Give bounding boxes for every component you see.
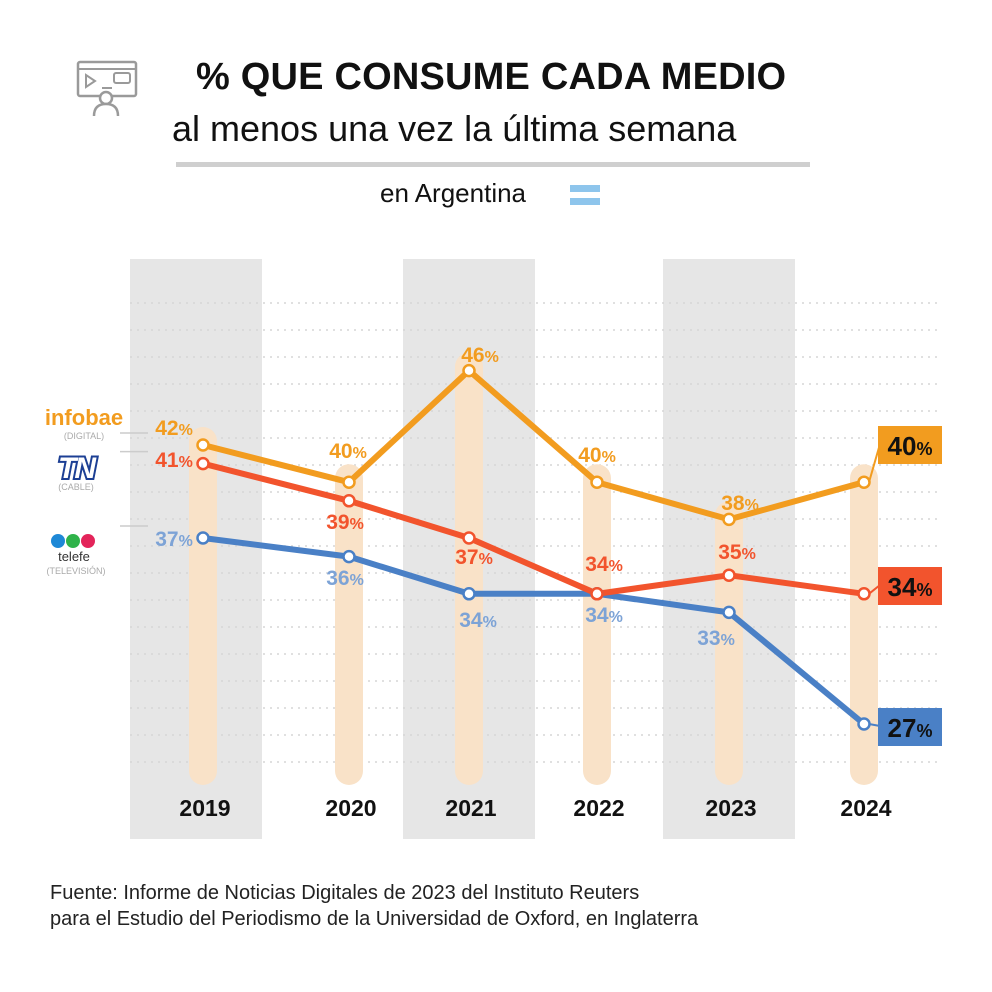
legend-telefe-sub: (TELEVISIÓN) — [46, 566, 105, 576]
value-label-infobae-2019: 42% — [155, 417, 193, 440]
value-label-telefe-2021: 34% — [459, 609, 497, 632]
point-tn-2022 — [590, 587, 604, 601]
legend-telefe-name: telefe — [58, 549, 90, 564]
value-label-infobae-2022: 40% — [578, 444, 616, 467]
telefe-logo-icon — [51, 534, 95, 548]
value-label-telefe-2022: 34% — [585, 604, 623, 627]
final-value-text-telefe: 27% — [888, 713, 933, 743]
legend-infobae-sub: (DIGITAL) — [64, 431, 104, 441]
point-telefe-2021 — [462, 587, 476, 601]
series-line-infobae — [202, 367, 865, 523]
point-tn-2024 — [857, 587, 871, 601]
point-infobae-2019 — [196, 438, 210, 452]
x-tick-2023: 2023 — [705, 795, 756, 821]
x-tick-2021: 2021 — [445, 795, 496, 821]
x-tick-2022: 2022 — [573, 795, 624, 821]
point-telefe-2020 — [342, 549, 356, 564]
pillar-2020 — [335, 464, 363, 785]
value-label-infobae-2023: 38% — [721, 492, 759, 515]
point-tn-2023 — [722, 568, 736, 582]
final-value-infobae: 40% — [868, 426, 942, 483]
point-infobae-2024 — [857, 475, 871, 489]
value-label-telefe-2023: 33% — [697, 627, 735, 650]
legend-tn-sub: (CABLE) — [58, 482, 94, 492]
tn-logo: TN — [50, 450, 102, 487]
pillar-2023 — [715, 501, 743, 785]
chart-subtitle: al menos una vez la última semana — [172, 108, 737, 149]
chart-title: % QUE CONSUME CADA MEDIO — [196, 56, 787, 98]
pillar-2024 — [850, 464, 878, 785]
point-tn-2021 — [462, 531, 476, 545]
value-label-tn-2021: 37% — [455, 546, 493, 569]
point-infobae-2023 — [722, 512, 736, 527]
series-line-tn — [202, 460, 865, 597]
value-label-tn-2023: 35% — [718, 541, 756, 564]
final-value-telefe: 27% — [868, 708, 942, 746]
point-telefe-2023 — [722, 605, 736, 620]
point-telefe-2019 — [196, 531, 210, 545]
value-label-telefe-2020: 36% — [326, 567, 364, 590]
legend-infobae-name: infobae — [45, 405, 123, 430]
point-tn-2020 — [342, 494, 356, 508]
source-note: Fuente: Informe de Noticias Digitales de… — [50, 880, 698, 932]
title-divider — [176, 162, 810, 167]
x-tick-2019: 2019 — [179, 795, 230, 821]
series-line-telefe — [202, 535, 866, 727]
value-label-infobae-2020: 40% — [329, 440, 367, 463]
point-infobae-2022 — [590, 475, 604, 489]
pillar-2021 — [455, 352, 483, 785]
point-infobae-2021 — [462, 363, 476, 378]
value-label-infobae-2021: 46% — [461, 344, 499, 367]
x-tick-2020: 2020 — [325, 795, 376, 821]
point-telefe-2024 — [857, 717, 871, 731]
region-label: en Argentina — [380, 178, 527, 208]
source-line-1: Fuente: Informe de Noticias Digitales de… — [50, 882, 640, 904]
value-label-tn-2020: 39% — [326, 511, 364, 534]
value-label-tn-2019: 41% — [155, 449, 193, 472]
point-infobae-2020 — [342, 475, 356, 489]
pillar-2019 — [189, 427, 217, 785]
point-tn-2019 — [196, 456, 210, 471]
media-consumer-icon — [76, 60, 138, 118]
argentina-flag-icon — [570, 185, 600, 205]
line-chart: 42% 40% 46% 40% 38% 41% 39% 37% 34% 35% 37% 36% 34% 3… — [45, 259, 942, 839]
value-label-tn-2022: 34% — [585, 553, 623, 576]
legend-tn-name: TN — [58, 452, 97, 485]
value-label-telefe-2019: 37% — [155, 528, 193, 551]
source-line-2: para el Estudio del Periodismo de la Uni… — [50, 908, 699, 930]
pillar-2022 — [583, 464, 611, 785]
final-value-tn: 34% — [868, 567, 942, 605]
x-tick-2024: 2024 — [840, 795, 891, 821]
